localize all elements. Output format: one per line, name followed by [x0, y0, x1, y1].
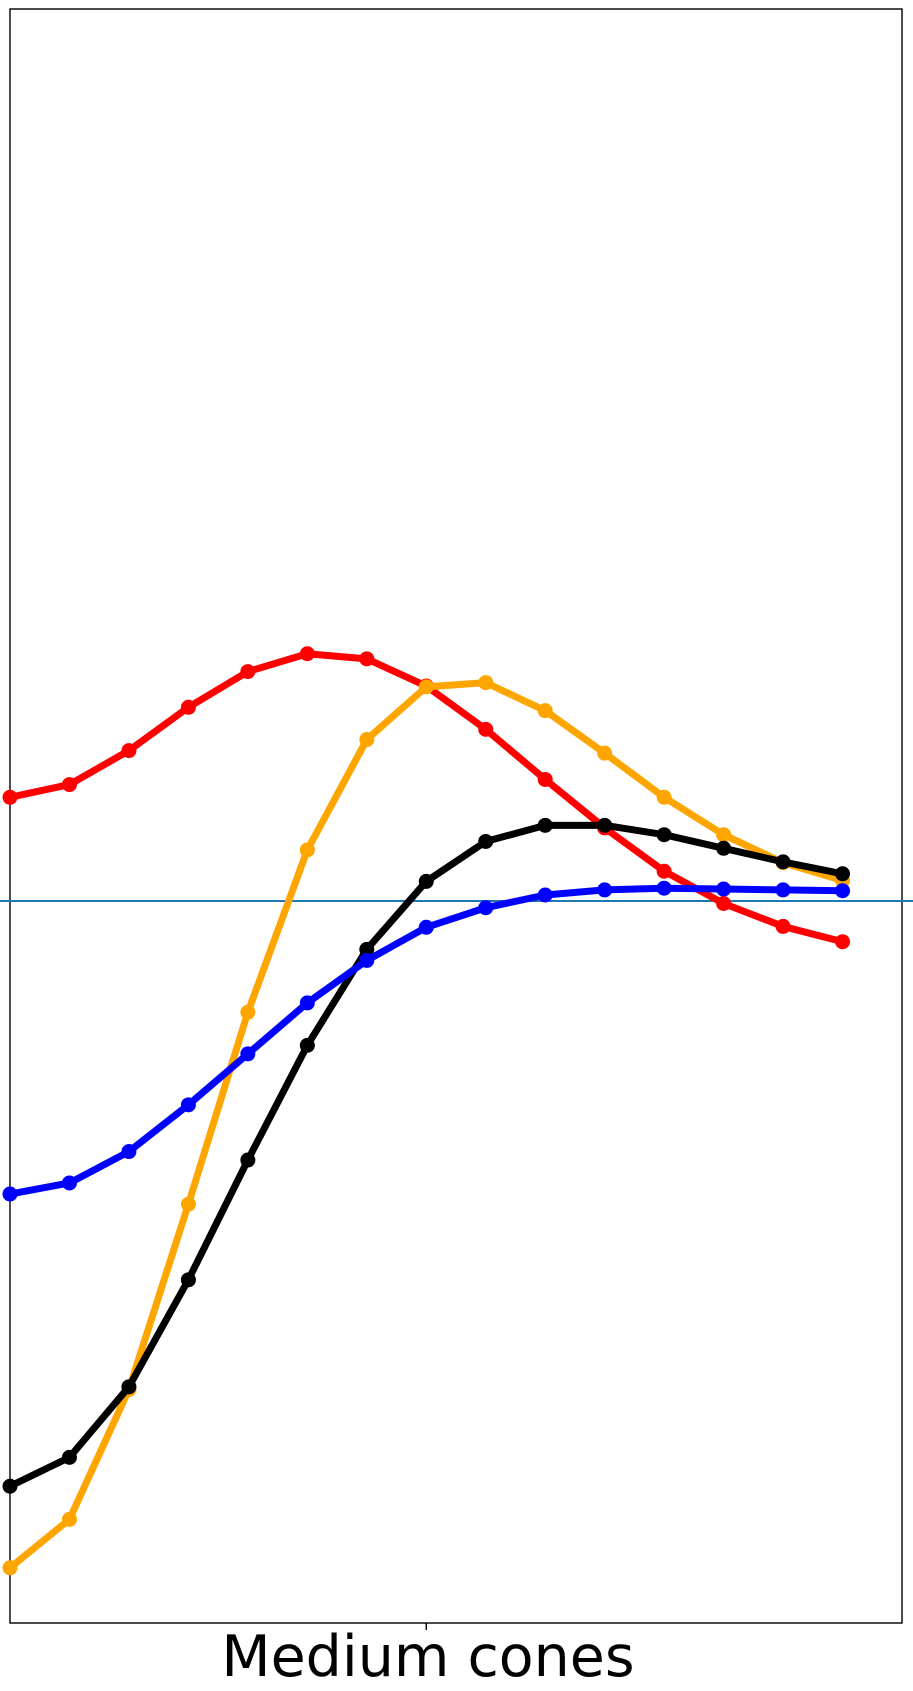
series-3-point-5 [299, 995, 315, 1011]
series-0-point-1 [61, 777, 77, 793]
series-2-point-9 [537, 817, 553, 833]
series-0-point-2 [121, 743, 137, 759]
series-3-point-10 [597, 882, 613, 898]
series-3-point-11 [656, 880, 672, 896]
series-2 [2, 817, 851, 1494]
series-0-point-4 [240, 664, 256, 680]
series-1-point-10 [597, 745, 613, 761]
series-2-point-7 [418, 873, 434, 889]
series-3-point-9 [537, 887, 553, 903]
series-1 [2, 675, 851, 1576]
series-1-point-6 [359, 732, 375, 748]
series-0-point-8 [478, 721, 494, 737]
series-3-point-7 [418, 919, 434, 935]
series-layer [2, 646, 851, 1576]
series-3-point-6 [359, 952, 375, 968]
series-1-point-7 [418, 679, 434, 695]
series-2-point-13 [775, 854, 791, 870]
series-1-point-0 [2, 1560, 18, 1576]
series-1-point-12 [716, 827, 732, 843]
series-3-point-0 [2, 1186, 18, 1202]
series-2-point-2 [121, 1379, 137, 1395]
series-2-point-5 [299, 1037, 315, 1053]
series-0-point-11 [656, 863, 672, 879]
series-3 [2, 880, 851, 1202]
series-2-point-6 [359, 941, 375, 957]
series-1-point-9 [537, 703, 553, 719]
series-3-point-3 [180, 1097, 196, 1113]
series-2-point-10 [597, 817, 613, 833]
series-2-point-0 [2, 1478, 18, 1494]
series-0-point-13 [775, 918, 791, 934]
series-2-point-12 [716, 840, 732, 856]
series-2-point-3 [180, 1272, 196, 1288]
plot-frame [9, 8, 903, 1624]
series-line-1 [7, 679, 844, 1571]
series-2-point-14 [835, 866, 851, 882]
series-2-point-4 [240, 1152, 256, 1168]
series-3-point-8 [478, 900, 494, 916]
series-0-point-0 [2, 789, 18, 805]
series-2-point-8 [478, 833, 494, 849]
series-3-point-4 [240, 1046, 256, 1062]
series-2-point-11 [656, 827, 672, 843]
series-0-point-5 [299, 646, 315, 662]
series-1-point-4 [240, 1004, 256, 1020]
series-0-point-3 [180, 699, 196, 715]
series-3-point-12 [716, 881, 732, 897]
series-1-point-5 [299, 842, 315, 858]
x-axis-label: Medium cones [221, 1624, 634, 1687]
series-3-point-14 [835, 883, 851, 899]
series-3-point-13 [775, 882, 791, 898]
series-1-point-11 [656, 789, 672, 805]
series-2-point-1 [61, 1449, 77, 1465]
series-0-point-6 [359, 651, 375, 667]
series-1-point-3 [180, 1196, 196, 1212]
series-3-point-1 [61, 1175, 77, 1191]
series-0-point-14 [835, 934, 851, 950]
series-1-point-1 [61, 1511, 77, 1527]
series-3-point-2 [121, 1144, 137, 1160]
series-1-point-8 [478, 675, 494, 691]
series-0-point-12 [716, 895, 732, 911]
series-0-point-9 [537, 771, 553, 787]
series-line-0 [9, 650, 844, 946]
